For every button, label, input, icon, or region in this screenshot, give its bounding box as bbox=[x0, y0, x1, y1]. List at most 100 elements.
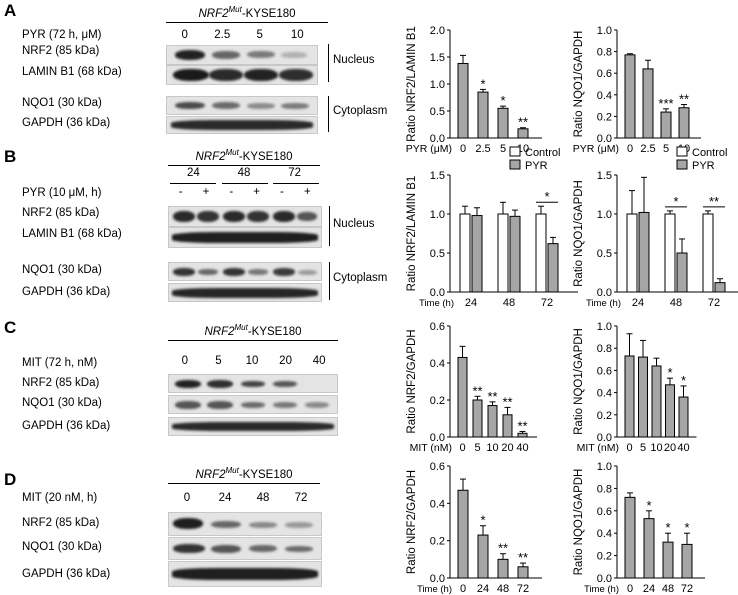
bar bbox=[714, 282, 726, 293]
x-axis-label: Time (h) bbox=[584, 584, 619, 595]
y-tick-label: 0.4 bbox=[597, 90, 612, 102]
x-tick-label: 0 bbox=[626, 442, 632, 454]
x-tick-label: 40 bbox=[677, 442, 689, 454]
bar bbox=[509, 215, 521, 293]
x-tick-label: 2.5 bbox=[640, 143, 655, 155]
western-blot-gapdh-a bbox=[166, 116, 318, 134]
row-label: NRF2 (85 kDa) bbox=[22, 45, 100, 57]
lane-label: 20 bbox=[279, 355, 292, 367]
significance-marker: ** bbox=[472, 383, 482, 398]
significance-marker: ** bbox=[709, 194, 719, 209]
western-blot-laminb1-b bbox=[168, 227, 322, 248]
cytoplasm-label-a: Cytoplasm bbox=[333, 105, 388, 117]
y-tick-label: 1.0 bbox=[597, 209, 612, 221]
bar bbox=[497, 107, 509, 139]
bar bbox=[547, 243, 559, 293]
y-tick-label: 0.6 bbox=[430, 321, 445, 333]
y-tick-label: 1.0 bbox=[430, 79, 445, 91]
row-label: NRF2 (85 kDa) bbox=[22, 377, 100, 389]
title-underline-a bbox=[166, 22, 328, 23]
y-tick-label: 0.2 bbox=[597, 410, 612, 422]
lane-label: 10 bbox=[290, 29, 304, 41]
x-tick-label: 72 bbox=[541, 297, 553, 309]
x-tick-label: 48 bbox=[497, 583, 509, 595]
x-tick-label: 20 bbox=[664, 442, 676, 454]
bar bbox=[457, 356, 468, 438]
bar bbox=[457, 489, 469, 579]
x-tick-label: 48 bbox=[670, 297, 682, 309]
panel-label-c: C bbox=[4, 318, 17, 337]
x-tick-label: 5 bbox=[474, 442, 480, 454]
bar bbox=[678, 107, 690, 139]
x-axis-label: Time (h) bbox=[586, 298, 621, 309]
treatment-label-a: PYR (72 h, μM) bbox=[22, 29, 102, 41]
bar bbox=[660, 111, 672, 139]
western-blot-nqo1-a bbox=[166, 96, 318, 115]
row-label: NQO1 (30 kDa) bbox=[22, 97, 102, 109]
legend-swatch bbox=[676, 159, 688, 170]
x-tick-label: 2.5 bbox=[475, 143, 490, 155]
bar bbox=[487, 405, 498, 438]
legend-swatch bbox=[509, 146, 521, 157]
lane-labels-c: 0 5 10 20 40 bbox=[168, 355, 336, 367]
bar bbox=[624, 496, 636, 579]
significance-marker: ** bbox=[517, 418, 527, 433]
x-tick-label: 24 bbox=[465, 297, 477, 309]
lane-label: 5 bbox=[256, 29, 263, 41]
legend-label: PYR bbox=[692, 160, 715, 172]
row-label: GAPDH (36 kDa) bbox=[22, 117, 111, 129]
y-tick-label: 0.2 bbox=[597, 111, 612, 123]
significance-marker: * bbox=[684, 520, 689, 535]
title-underline-c bbox=[168, 340, 338, 341]
title-underline-d bbox=[168, 483, 320, 484]
y-axis-label: Ratio NQO1/GAPDH bbox=[573, 469, 585, 576]
bar bbox=[702, 213, 714, 293]
treatment-label-d: MIT (20 nM, h) bbox=[22, 492, 98, 504]
bar bbox=[626, 213, 638, 293]
lane-label: 40 bbox=[312, 355, 326, 367]
y-tick-label: 0.0 bbox=[430, 133, 445, 145]
group-label: 48 bbox=[237, 167, 251, 179]
y-tick-label: 0.4 bbox=[597, 528, 612, 540]
lane-labels-b: - + - + - + bbox=[168, 186, 320, 198]
lane-label: 2.5 bbox=[214, 29, 231, 41]
x-axis-label: Time (h) bbox=[417, 584, 452, 595]
legend-label: Control bbox=[525, 147, 560, 159]
row-label: NQO1 (30 kDa) bbox=[22, 264, 102, 276]
significance-marker: ** bbox=[679, 92, 689, 107]
x-axis-label: Time (h) bbox=[419, 298, 454, 309]
row-label: GAPDH (36 kDa) bbox=[22, 286, 111, 298]
western-blot-gapdh-c bbox=[168, 417, 338, 436]
y-axis-label: Ratio NRF2/LAMIN B1 bbox=[406, 176, 418, 292]
bar bbox=[497, 558, 509, 579]
cell-line-title-c: NRF2Mut-KYSE180 bbox=[204, 323, 302, 338]
row-label: LAMIN B1 (68 kDa) bbox=[22, 66, 122, 78]
bar bbox=[459, 213, 471, 293]
y-axis-label: Ratio NQO1/GAPDH bbox=[573, 31, 585, 138]
y-tick-label: 1.5 bbox=[430, 52, 445, 64]
bar bbox=[502, 414, 513, 438]
western-blot-gapdh-b bbox=[168, 283, 322, 302]
row-label: GAPDH (36 kDa) bbox=[22, 568, 111, 580]
y-tick-label: 0.2 bbox=[597, 551, 612, 563]
y-tick-label: 0.0 bbox=[430, 287, 445, 299]
y-tick-label: 0.6 bbox=[597, 365, 612, 377]
x-tick-label: 20 bbox=[501, 442, 513, 454]
y-tick-label: 0.4 bbox=[430, 358, 445, 370]
bar bbox=[651, 365, 662, 438]
y-tick-label: 0.0 bbox=[597, 432, 612, 444]
western-blot-nrf2-d bbox=[168, 512, 322, 536]
significance-marker: * bbox=[480, 513, 485, 528]
y-tick-label: 1.0 bbox=[597, 25, 612, 37]
bar bbox=[457, 62, 469, 139]
bar bbox=[681, 543, 693, 579]
bar bbox=[517, 432, 528, 438]
y-tick-label: 0.5 bbox=[430, 248, 445, 260]
y-axis-label: Ratio NRF2/LAMIN B1 bbox=[406, 26, 418, 142]
lane-label: 0 bbox=[181, 29, 188, 41]
lane-labels-d: 0 24 48 72 bbox=[168, 492, 320, 504]
lane-label: - bbox=[280, 186, 284, 198]
significance-marker: ** bbox=[498, 541, 508, 556]
cell-line-title-b: NRF2Mut-KYSE180 bbox=[195, 148, 293, 163]
